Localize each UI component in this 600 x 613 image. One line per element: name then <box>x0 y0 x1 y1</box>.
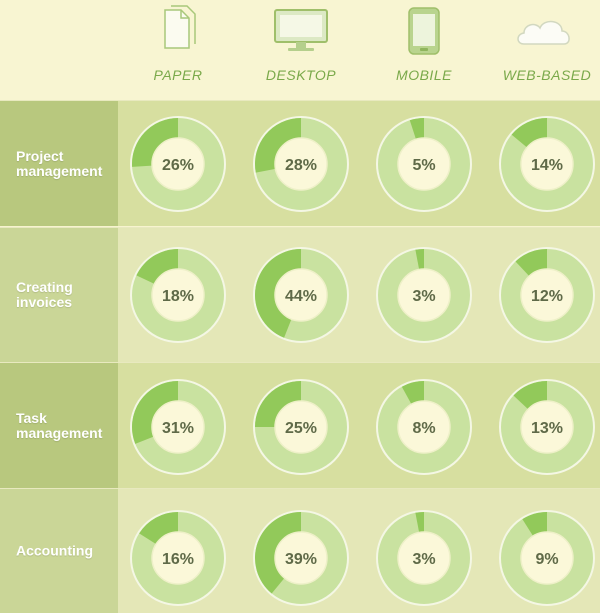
donut-task-management-desktop: 25% <box>253 379 349 475</box>
cloud-icon <box>517 20 570 45</box>
paper-documents-icon <box>164 5 196 49</box>
donut-creating-invoices-desktop: 44% <box>253 247 349 343</box>
donut-center <box>151 268 205 322</box>
column-header-web-based: WEB-BASED <box>482 0 600 100</box>
divider <box>0 488 600 489</box>
row-label: Project management <box>16 147 103 179</box>
column-label-desktop: DESKTOP <box>265 67 337 83</box>
donut-creating-invoices-mobile: 3% <box>376 247 472 343</box>
donut-center <box>397 268 451 322</box>
donut-value-label: 9% <box>535 551 558 568</box>
row-project-management: Project management 26% 28% 5% 14% <box>0 101 600 226</box>
column-header-desktop: DESKTOP <box>236 0 366 100</box>
donut-value-label: 3% <box>412 288 435 305</box>
donut-center <box>397 531 451 585</box>
row-task-management: Task management 31% 25% 8% 13% <box>0 363 600 488</box>
donut-value-label: 25% <box>285 420 317 437</box>
donut-value-label: 26% <box>162 157 194 174</box>
donut-task-management-paper: 31% <box>130 379 226 475</box>
donut-center <box>274 268 328 322</box>
donut-value-label: 39% <box>285 551 317 568</box>
donut-project-management-web-based: 14% <box>499 116 595 212</box>
donut-task-management-mobile: 8% <box>376 379 472 475</box>
donut-value-label: 28% <box>285 157 317 174</box>
donut-accounting-mobile: 3% <box>376 510 472 606</box>
donut-center <box>520 268 574 322</box>
donut-value-label: 12% <box>531 288 563 305</box>
donut-center <box>151 137 205 191</box>
column-label-web-based: WEB-BASED <box>502 67 592 83</box>
donut-value-label: 5% <box>412 157 435 174</box>
donut-accounting-desktop: 39% <box>253 510 349 606</box>
donut-center <box>520 400 574 454</box>
divider <box>0 100 600 101</box>
donut-center <box>274 137 328 191</box>
donut-center <box>151 400 205 454</box>
column-label-mobile: MOBILE <box>396 67 452 83</box>
donut-project-management-mobile: 5% <box>376 116 472 212</box>
donut-value-label: 31% <box>162 420 194 437</box>
column-label-paper: PAPER <box>153 67 203 83</box>
column-header-paper: PAPER <box>113 0 243 100</box>
row-label: Accounting <box>16 542 93 559</box>
donut-center <box>274 400 328 454</box>
row-label-cell: Task management <box>0 363 118 488</box>
donut-center <box>274 531 328 585</box>
mobile-phone-icon <box>408 7 440 55</box>
row-label-cell: Creating invoices <box>0 228 118 362</box>
row-label: Task management <box>16 409 103 441</box>
donut-project-management-paper: 26% <box>130 116 226 212</box>
donut-creating-invoices-web-based: 12% <box>499 247 595 343</box>
divider <box>0 362 600 363</box>
divider <box>0 227 600 228</box>
desktop-monitor-icon <box>274 9 328 51</box>
donut-value-label: 3% <box>412 551 435 568</box>
donut-center <box>151 531 205 585</box>
donut-center <box>520 137 574 191</box>
donut-project-management-desktop: 28% <box>253 116 349 212</box>
donut-value-label: 13% <box>531 420 563 437</box>
donut-value-label: 16% <box>162 551 194 568</box>
donut-accounting-web-based: 9% <box>499 510 595 606</box>
row-label-cell: Accounting <box>0 489 118 613</box>
column-header-mobile: MOBILE <box>359 0 489 100</box>
row-label: Creating invoices <box>16 279 73 310</box>
donut-center <box>520 531 574 585</box>
donut-value-label: 44% <box>285 288 317 305</box>
donut-center <box>397 137 451 191</box>
row-accounting: Accounting 16% 39% 3% 9% <box>0 489 600 613</box>
donut-value-label: 8% <box>412 420 435 437</box>
donut-task-management-web-based: 13% <box>499 379 595 475</box>
donut-accounting-paper: 16% <box>130 510 226 606</box>
donut-value-label: 14% <box>531 157 563 174</box>
donut-center <box>397 400 451 454</box>
donut-value-label: 18% <box>162 288 194 305</box>
row-creating-invoices: Creating invoices 18% 44% 3% 12% <box>0 228 600 362</box>
row-label-cell: Project management <box>0 101 118 226</box>
donut-creating-invoices-paper: 18% <box>130 247 226 343</box>
